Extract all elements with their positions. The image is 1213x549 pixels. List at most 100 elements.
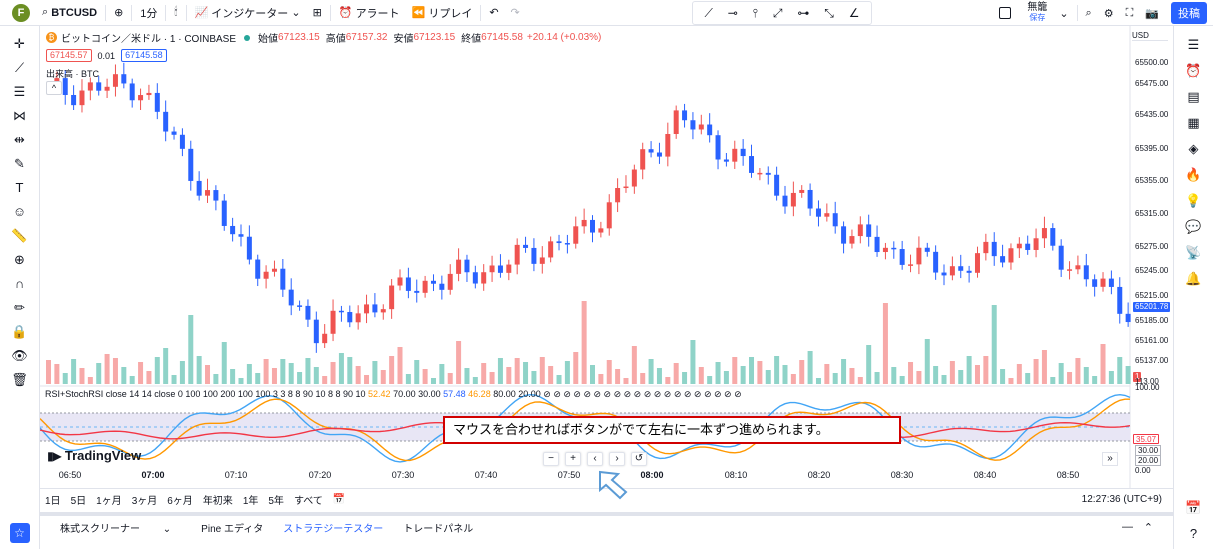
- layout-checkbox[interactable]: [999, 7, 1012, 19]
- chart-canvas[interactable]: [40, 26, 1173, 488]
- range-all[interactable]: すべて: [293, 496, 323, 507]
- currency-selector[interactable]: USD: [1132, 31, 1168, 41]
- crosshair-icon[interactable]: ✛: [14, 36, 25, 51]
- favorites-star-icon[interactable]: ☆: [9, 523, 30, 543]
- layers-icon[interactable]: ◈: [1188, 141, 1199, 156]
- minimize-panel-icon[interactable]: —: [1122, 521, 1133, 533]
- compare-button[interactable]: ⊕: [108, 0, 129, 26]
- scroll-right-button[interactable]: ›: [609, 452, 625, 466]
- settings-button[interactable]: ⚙: [1098, 0, 1120, 26]
- candle: [941, 272, 947, 276]
- time-axis[interactable]: 06:50 07:00 07:10 07:20 07:30 07:40 07:50 08:00…: [40, 470, 1133, 484]
- range-5y[interactable]: 5年: [268, 496, 284, 507]
- help-icon[interactable]: ?: [1189, 526, 1198, 541]
- text-icon[interactable]: T: [15, 180, 24, 195]
- maximize-panel-icon[interactable]: ⌃: [1143, 521, 1153, 534]
- range-6m[interactable]: 6ヶ月: [167, 496, 193, 507]
- tab-pine-editor[interactable]: Pine エディタ: [201, 523, 264, 535]
- interval-button[interactable]: 1分: [140, 7, 158, 20]
- trend-line-icon[interactable]: ⟋: [704, 5, 713, 20]
- user-avatar[interactable]: F: [12, 3, 30, 22]
- goto-date-icon[interactable]: 📅: [332, 494, 346, 505]
- redo-button[interactable]: ↷: [505, 0, 526, 26]
- fire-icon[interactable]: 🔥: [1185, 167, 1202, 182]
- data-window-icon[interactable]: ▤: [1187, 89, 1200, 104]
- bitcoin-icon: ₿: [46, 32, 57, 43]
- emoji-icon[interactable]: ☺: [12, 204, 27, 219]
- snapshot-button[interactable]: 📷: [1139, 0, 1165, 26]
- buy-price-button[interactable]: 67145.58: [121, 49, 167, 62]
- lock-drawing-icon[interactable]: ✏: [14, 300, 25, 315]
- magnet-icon[interactable]: ∩: [14, 276, 25, 291]
- ray-icon[interactable]: ⤢: [772, 5, 783, 20]
- ruler-icon[interactable]: 📏: [11, 228, 28, 243]
- alarm-clock-icon[interactable]: ⏰: [1185, 63, 1202, 78]
- range-ytd[interactable]: 年初来: [202, 496, 233, 507]
- save-layout-button[interactable]: 無籠 保存: [1021, 3, 1053, 23]
- templates-button[interactable]: ⊞: [307, 0, 328, 26]
- volume-bar: [230, 369, 236, 384]
- chart-pane[interactable]: ₿ ビットコイン／米ドル · 1 · COINBASE 始値 67123.15 高…: [40, 26, 1173, 488]
- candle: [129, 83, 135, 101]
- chat-icon[interactable]: 💬: [1185, 219, 1202, 234]
- volume-bar: [497, 358, 503, 384]
- trash-icon[interactable]: 🗑: [11, 372, 28, 387]
- clock-timezone[interactable]: 12:27:36 (UTC+9): [1081, 494, 1162, 505]
- horizontal-line-icon[interactable]: ⊶: [797, 6, 810, 20]
- volume-bar: [121, 367, 127, 384]
- symbol-search[interactable]: ⌕ BTCUSD: [36, 0, 103, 26]
- indicators-button[interactable]: 📈 インジケーター ⌄: [189, 0, 307, 26]
- candle: [330, 310, 336, 334]
- range-1m[interactable]: 1ヶ月: [96, 496, 122, 507]
- fullscreen-button[interactable]: ⛶: [1120, 0, 1140, 26]
- scroll-to-realtime-button[interactable]: »: [1102, 452, 1118, 466]
- collapse-legend-button[interactable]: ^: [46, 81, 62, 95]
- zoom-out-button[interactable]: −: [543, 452, 559, 466]
- calendar-icon[interactable]: 📅: [1185, 500, 1202, 515]
- trend-line-icon[interactable]: ⟋: [14, 60, 25, 75]
- range-1y[interactable]: 1年: [242, 496, 259, 507]
- replay-button[interactable]: ⏪ リプレイ: [406, 0, 479, 26]
- sell-price-button[interactable]: 67145.57: [46, 49, 92, 62]
- watchlist-icon[interactable]: ☰: [1187, 37, 1200, 52]
- range-1d[interactable]: 1日: [45, 496, 61, 507]
- broadcast-icon[interactable]: 📡: [1185, 245, 1202, 260]
- spread-value: 0.01: [97, 50, 116, 61]
- alert-button[interactable]: ⏰ アラート: [333, 0, 406, 26]
- chart-type-button[interactable]: 🕯: [168, 0, 183, 26]
- volume-bar: [313, 367, 319, 384]
- angle-line-icon[interactable]: ∠: [848, 6, 860, 20]
- eye-icon[interactable]: 👁: [11, 348, 28, 363]
- symbol-label: BTCUSD: [51, 6, 98, 19]
- lock-icon[interactable]: 🔒: [11, 324, 28, 339]
- tab-strategy-tester[interactable]: ストラテジーテスター: [283, 523, 384, 535]
- pattern-icon[interactable]: ⋈: [13, 108, 26, 123]
- range-3m[interactable]: 3ヶ月: [131, 496, 158, 507]
- idea-icon[interactable]: 💡: [1185, 193, 1202, 208]
- extended-line-icon[interactable]: ⤡: [824, 5, 834, 20]
- fib-icon[interactable]: ☰: [13, 84, 26, 99]
- scroll-left-button[interactable]: ‹: [587, 452, 603, 466]
- volume-bar: [129, 376, 135, 384]
- tab-stock-screener[interactable]: 株式スクリーナー ⌄: [40, 520, 191, 535]
- chevron-down-icon: ⌄: [1059, 7, 1069, 20]
- publish-button[interactable]: 投稿: [1171, 2, 1207, 24]
- zoom-in-button[interactable]: +: [565, 452, 581, 466]
- undo-icon: ↶: [489, 7, 499, 19]
- quick-search-button[interactable]: ⌕: [1080, 0, 1098, 26]
- horizontal-ray-icon[interactable]: ⊸: [727, 6, 738, 20]
- prediction-icon[interactable]: ⇹: [14, 132, 25, 147]
- vertical-line-icon[interactable]: ⫯: [752, 5, 758, 20]
- tradingview-logo[interactable]: ▮▶ TradingView: [47, 448, 141, 463]
- zoom-in-icon[interactable]: ⊕: [14, 252, 25, 267]
- brush-icon[interactable]: ✎: [14, 156, 25, 171]
- layout-menu-button[interactable]: ⌄: [1053, 0, 1074, 26]
- volume-bar: [1100, 344, 1106, 384]
- hotlist-icon[interactable]: ▦: [1187, 115, 1200, 130]
- undo-button[interactable]: ↶: [483, 0, 504, 26]
- bell-icon[interactable]: 🔔: [1185, 271, 1202, 286]
- range-5d[interactable]: 5日: [70, 496, 87, 507]
- volume-bar: [54, 364, 60, 384]
- reset-chart-button[interactable]: ↺: [631, 452, 647, 466]
- tab-trading-panel[interactable]: トレードパネル: [403, 523, 474, 535]
